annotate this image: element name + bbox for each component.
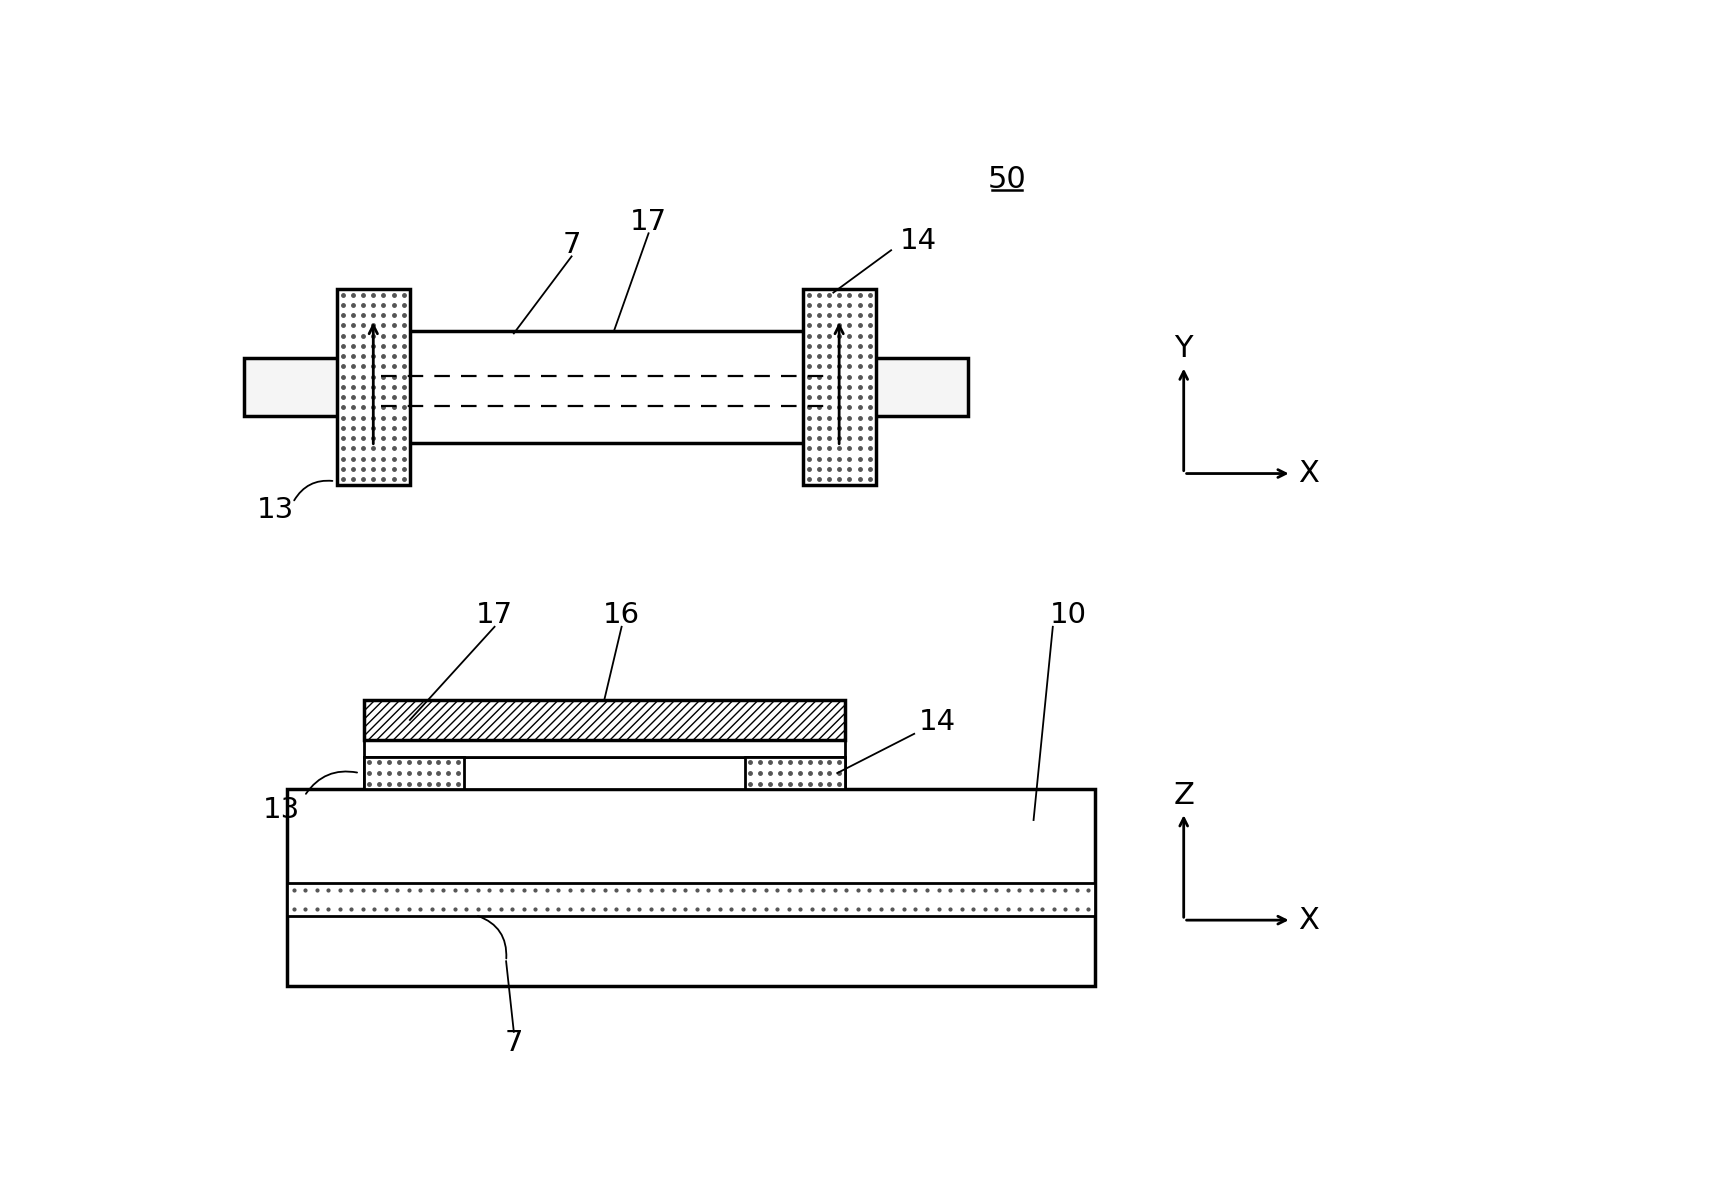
Text: 7: 7 — [505, 1029, 522, 1058]
Text: 13: 13 — [262, 796, 300, 824]
Bar — [873, 358, 968, 415]
Text: 14: 14 — [920, 709, 956, 736]
Text: Z: Z — [1173, 781, 1194, 810]
Bar — [803, 288, 876, 485]
Bar — [337, 288, 409, 485]
Bar — [364, 700, 845, 740]
Text: Y: Y — [1175, 335, 1194, 363]
Text: 7: 7 — [562, 230, 581, 259]
Text: 50: 50 — [987, 165, 1025, 193]
Bar — [744, 757, 845, 789]
Text: 10: 10 — [1050, 602, 1086, 629]
Bar — [364, 757, 463, 789]
Bar — [286, 883, 1095, 916]
Bar — [364, 740, 845, 757]
Text: 13: 13 — [257, 496, 293, 525]
Text: 16: 16 — [604, 602, 640, 629]
Text: 17: 17 — [475, 602, 514, 629]
Bar — [286, 789, 1095, 985]
Text: X: X — [1298, 459, 1319, 488]
Bar — [378, 331, 833, 443]
Bar — [364, 757, 845, 789]
Text: 17: 17 — [630, 208, 668, 236]
Bar — [245, 358, 340, 415]
Text: 14: 14 — [899, 227, 937, 255]
Text: X: X — [1298, 906, 1319, 934]
